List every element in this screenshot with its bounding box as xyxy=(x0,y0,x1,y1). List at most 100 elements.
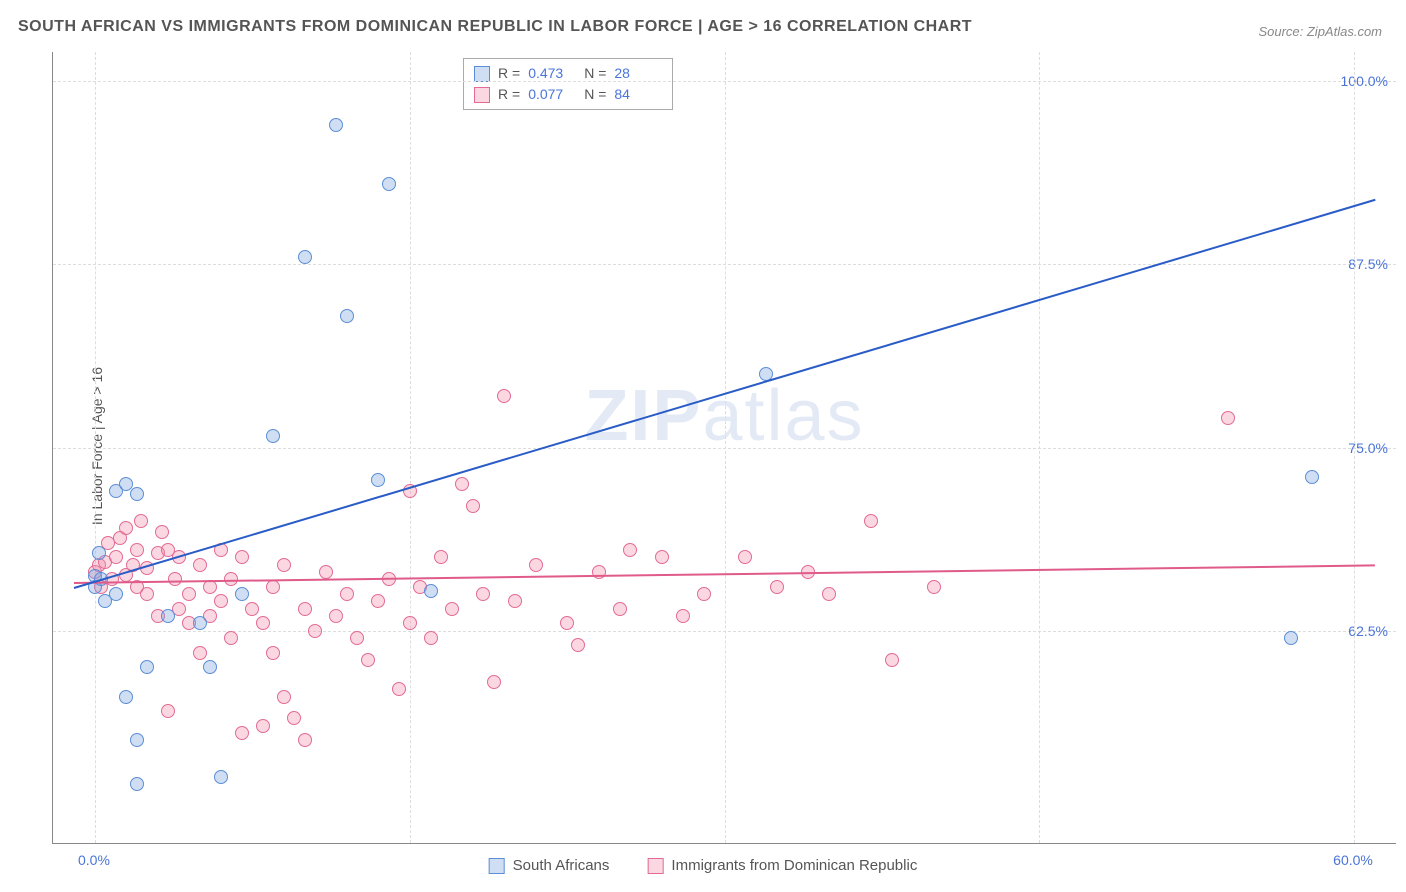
legend-item-0: South Africans xyxy=(489,857,610,874)
chart-title: SOUTH AFRICAN VS IMMIGRANTS FROM DOMINIC… xyxy=(18,18,972,36)
data-point xyxy=(308,624,322,638)
r-value-1: 0.077 xyxy=(528,84,576,105)
data-point xyxy=(497,389,511,403)
data-point xyxy=(266,429,280,443)
gridline-v xyxy=(410,52,411,843)
data-point xyxy=(140,660,154,674)
data-point xyxy=(613,602,627,616)
data-point xyxy=(350,631,364,645)
source-attribution: Source: ZipAtlas.com xyxy=(1258,24,1382,39)
data-point xyxy=(287,711,301,725)
data-point xyxy=(256,616,270,630)
data-point xyxy=(676,609,690,623)
data-point xyxy=(371,473,385,487)
legend-item-1: Immigrants from Dominican Republic xyxy=(647,857,917,874)
data-point xyxy=(266,646,280,660)
gridline-v xyxy=(725,52,726,843)
data-point xyxy=(466,499,480,513)
data-point xyxy=(245,602,259,616)
data-point xyxy=(140,587,154,601)
data-point xyxy=(340,309,354,323)
data-point xyxy=(161,609,175,623)
data-point xyxy=(571,638,585,652)
data-point xyxy=(161,704,175,718)
swatch-series-1 xyxy=(474,87,490,103)
data-point xyxy=(235,726,249,740)
data-point xyxy=(371,594,385,608)
data-point xyxy=(864,514,878,528)
data-point xyxy=(130,733,144,747)
data-point xyxy=(382,177,396,191)
data-point xyxy=(697,587,711,601)
data-point xyxy=(130,543,144,557)
legend-row-series-1: R = 0.077 N = 84 xyxy=(474,84,662,105)
gridline-v xyxy=(1354,52,1355,843)
data-point xyxy=(256,719,270,733)
y-tick-label: 100.0% xyxy=(1341,73,1388,89)
data-point xyxy=(168,572,182,586)
gridline-v xyxy=(1039,52,1040,843)
data-point xyxy=(403,616,417,630)
data-point xyxy=(655,550,669,564)
n-label: N = xyxy=(584,84,606,105)
n-value-1: 84 xyxy=(614,84,662,105)
data-point xyxy=(109,587,123,601)
data-point xyxy=(529,558,543,572)
data-point xyxy=(214,594,228,608)
data-point xyxy=(277,690,291,704)
swatch-series-0 xyxy=(474,66,490,82)
legend-label-0: South Africans xyxy=(513,857,610,874)
data-point xyxy=(193,558,207,572)
data-point xyxy=(329,609,343,623)
chart-plot-area: ZIPatlas R = 0.473 N = 28 R = 0.077 N = … xyxy=(52,52,1396,844)
data-point xyxy=(277,558,291,572)
correlation-legend: R = 0.473 N = 28 R = 0.077 N = 84 xyxy=(463,58,673,110)
data-point xyxy=(130,487,144,501)
data-point xyxy=(424,631,438,645)
data-point xyxy=(487,675,501,689)
data-point xyxy=(298,602,312,616)
data-point xyxy=(927,580,941,594)
series-legend: South Africans Immigrants from Dominican… xyxy=(489,857,918,874)
data-point xyxy=(134,514,148,528)
data-point xyxy=(1221,411,1235,425)
data-point xyxy=(822,587,836,601)
data-point xyxy=(1305,470,1319,484)
data-point xyxy=(119,690,133,704)
data-point xyxy=(885,653,899,667)
data-point xyxy=(392,682,406,696)
data-point xyxy=(455,477,469,491)
swatch-series-0 xyxy=(489,858,505,874)
swatch-series-1 xyxy=(647,858,663,874)
data-point xyxy=(623,543,637,557)
data-point xyxy=(329,118,343,132)
gridline-v xyxy=(95,52,96,843)
data-point xyxy=(340,587,354,601)
data-point xyxy=(155,525,169,539)
data-point xyxy=(193,646,207,660)
data-point xyxy=(298,250,312,264)
data-point xyxy=(434,550,448,564)
x-tick-label: 0.0% xyxy=(78,852,110,868)
data-point xyxy=(92,546,106,560)
data-point xyxy=(560,616,574,630)
data-point xyxy=(119,521,133,535)
data-point xyxy=(109,550,123,564)
data-point xyxy=(193,616,207,630)
data-point xyxy=(235,550,249,564)
data-point xyxy=(224,631,238,645)
data-point xyxy=(738,550,752,564)
data-point xyxy=(235,587,249,601)
legend-label-1: Immigrants from Dominican Republic xyxy=(671,857,917,874)
data-point xyxy=(130,777,144,791)
data-point xyxy=(203,660,217,674)
data-point xyxy=(319,565,333,579)
data-point xyxy=(476,587,490,601)
data-point xyxy=(361,653,375,667)
data-point xyxy=(298,733,312,747)
watermark-thin: atlas xyxy=(702,376,864,456)
data-point xyxy=(214,770,228,784)
data-point xyxy=(770,580,784,594)
data-point xyxy=(182,587,196,601)
x-tick-label: 60.0% xyxy=(1333,852,1373,868)
